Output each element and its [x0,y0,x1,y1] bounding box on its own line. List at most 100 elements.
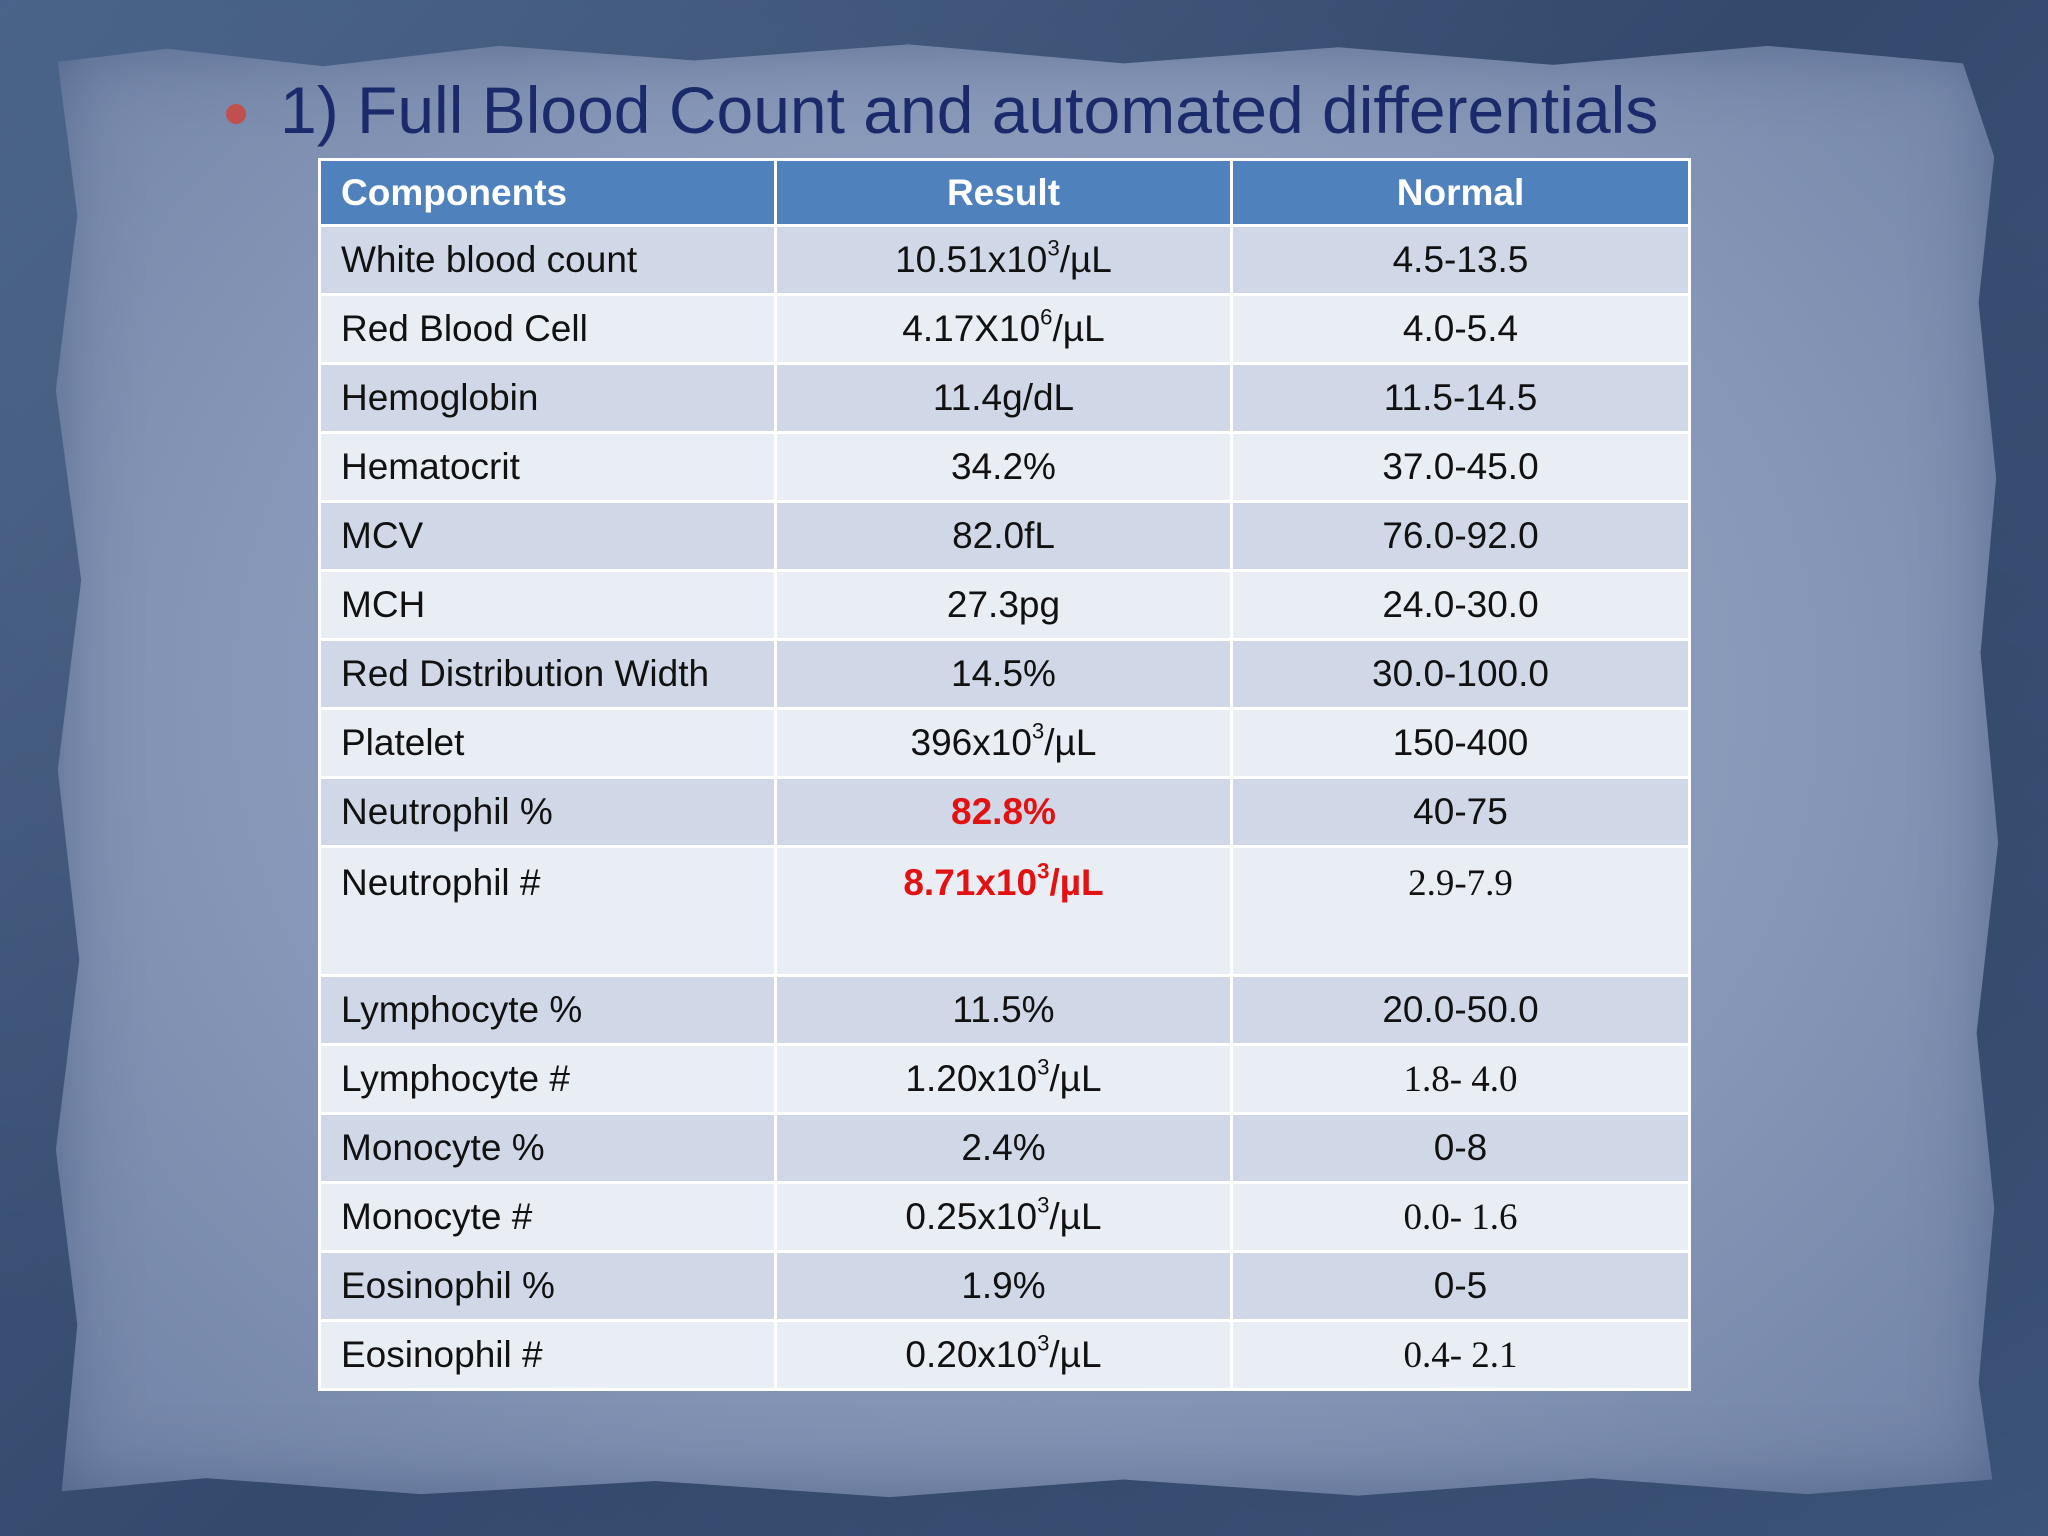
normal-cell: 24.0-30.0 [1230,569,1691,641]
bullet-dot-icon [226,104,246,124]
table-row: Red Distribution Width 14.5% 30.0-100.0 [318,638,1691,710]
component-cell: Lymphocyte % [318,974,777,1046]
result-value: 1.9% [961,1265,1046,1306]
table-row: Neutrophil % 82.8% 40-75 [318,776,1691,848]
result-unit: /µL [1044,722,1097,763]
table-row: Eosinophil % 1.9% 0-5 [318,1250,1691,1322]
result-cell: 1.20x103/µL [774,1043,1233,1115]
result-value: 2.4% [961,1127,1046,1168]
result-exponent: 3 [1031,718,1045,744]
table-row: MCV 82.0fL 76.0-92.0 [318,500,1691,572]
result-unit: /µL [1052,308,1105,349]
table-row: Hemoglobin 11.4g/dL 11.5-14.5 [318,362,1691,434]
normal-cell: 0.4- 2.1 [1230,1319,1691,1391]
component-cell: Platelet [318,707,777,779]
header-result: Result [774,158,1233,227]
result-cell: 4.17X106/µL [774,293,1233,365]
result-cell: 27.3pg [774,569,1233,641]
result-exponent: 3 [1037,858,1050,884]
result-value: 82.0fL [952,515,1055,556]
table-row: Red Blood Cell 4.17X106/µL 4.0-5.4 [318,293,1691,365]
component-cell: Lymphocyte # [318,1043,777,1115]
component-cell: MCV [318,500,777,572]
table-row: Eosinophil # 0.20x103/µL 0.4- 2.1 [318,1319,1691,1391]
result-unit: /µL [1049,1334,1102,1375]
component-cell: MCH [318,569,777,641]
table-header-row: Components Result Normal [318,158,1691,227]
component-cell: Monocyte % [318,1112,777,1184]
component-cell: Neutrophil % [318,776,777,848]
result-value: 8.71x10 [903,862,1038,903]
header-normal: Normal [1230,158,1691,227]
result-cell-flagged: 82.8% [774,776,1233,848]
normal-cell: 4.0-5.4 [1230,293,1691,365]
result-unit: /µL [1049,862,1104,903]
header-components: Components [318,158,777,227]
table-row: White blood count 10.51x103/µL 4.5-13.5 [318,224,1691,296]
normal-cell: 0-5 [1230,1250,1691,1322]
result-value: 0.20x10 [905,1334,1038,1375]
result-cell: 396x103/µL [774,707,1233,779]
result-value: 396x10 [910,722,1032,763]
result-value: 0.25x10 [905,1196,1038,1237]
normal-cell: 2.9-7.9 [1230,845,1691,977]
result-cell: 82.0fL [774,500,1233,572]
result-cell: 10.51x103/µL [774,224,1233,296]
normal-cell: 11.5-14.5 [1230,362,1691,434]
component-cell: Red Blood Cell [318,293,777,365]
result-cell: 11.5% [774,974,1233,1046]
table-row: Neutrophil # 8.71x103/µL 2.9-7.9 [318,845,1691,977]
component-cell: Monocyte # [318,1181,777,1253]
result-unit: /µL [1049,1058,1102,1099]
result-cell: 2.4% [774,1112,1233,1184]
component-cell: Red Distribution Width [318,638,777,710]
normal-cell: 4.5-13.5 [1230,224,1691,296]
normal-cell: 1.8- 4.0 [1230,1043,1691,1115]
normal-cell: 40-75 [1230,776,1691,848]
result-exponent: 6 [1040,304,1053,330]
normal-cell: 20.0-50.0 [1230,974,1691,1046]
result-value: 14.5% [951,653,1056,694]
slide-title: 1) Full Blood Count and automated differ… [280,73,1659,147]
result-exponent: 3 [1037,1330,1050,1356]
result-value: 11.4g/dL [932,377,1075,418]
result-value: 27.3pg [946,584,1061,625]
slide-title-row: 1) Full Blood Count and automated differ… [226,72,1658,148]
normal-cell: 37.0-45.0 [1230,431,1691,503]
table-row: MCH 27.3pg 24.0-30.0 [318,569,1691,641]
component-cell: Hemoglobin [318,362,777,434]
table-row: Hematocrit 34.2% 37.0-45.0 [318,431,1691,503]
result-exponent: 3 [1037,1054,1050,1080]
table-row: Monocyte % 2.4% 0-8 [318,1112,1691,1184]
result-cell: 11.4g/dL [774,362,1233,434]
component-cell: Neutrophil # [318,845,777,977]
result-value: 4.17X10 [902,308,1041,349]
result-unit: /µL [1059,239,1112,280]
result-value: 82.8% [951,791,1056,832]
blood-count-table: Components Result Normal White blood cou… [318,158,1691,1391]
result-value: 10.51x10 [895,239,1048,280]
result-exponent: 3 [1037,1192,1050,1218]
result-value: 11.5% [952,989,1055,1030]
component-cell: Eosinophil # [318,1319,777,1391]
result-exponent: 3 [1047,235,1060,261]
normal-cell: 0-8 [1230,1112,1691,1184]
normal-cell: 150-400 [1230,707,1691,779]
table-row: Lymphocyte % 11.5% 20.0-50.0 [318,974,1691,1046]
result-unit: /µL [1049,1196,1102,1237]
table-row: Platelet 396x103/µL 150-400 [318,707,1691,779]
result-cell: 0.20x103/µL [774,1319,1233,1391]
normal-cell: 30.0-100.0 [1230,638,1691,710]
result-value: 34.2% [951,446,1056,487]
component-cell: White blood count [318,224,777,296]
component-cell: Eosinophil % [318,1250,777,1322]
result-cell: 1.9% [774,1250,1233,1322]
table-row: Lymphocyte # 1.20x103/µL 1.8- 4.0 [318,1043,1691,1115]
normal-cell: 0.0- 1.6 [1230,1181,1691,1253]
result-value: 1.20x10 [905,1058,1038,1099]
normal-cell: 76.0-92.0 [1230,500,1691,572]
result-cell: 34.2% [774,431,1233,503]
table-row: Monocyte # 0.25x103/µL 0.0- 1.6 [318,1181,1691,1253]
result-cell: 14.5% [774,638,1233,710]
result-cell-flagged: 8.71x103/µL [774,845,1233,977]
